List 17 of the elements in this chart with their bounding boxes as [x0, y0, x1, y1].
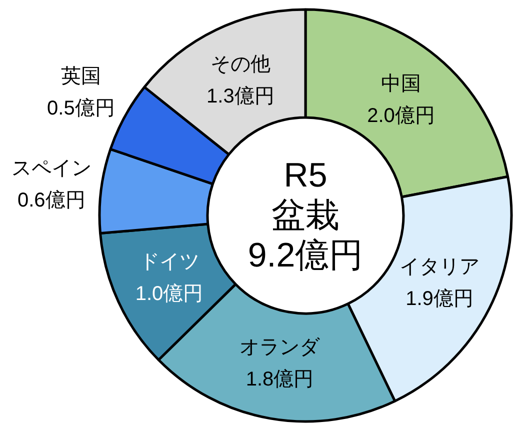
text: R5: [284, 156, 328, 194]
data-label: 1.0億円: [135, 283, 204, 306]
data-label: 0.6億円: [17, 190, 86, 212]
data-label: 1.9億円: [406, 288, 474, 310]
slice-label: その他: [210, 53, 270, 76]
data-label: 0.5億円: [47, 98, 115, 120]
slice-label: 英国: [60, 66, 101, 88]
text: 盆栽: [272, 196, 340, 234]
slice-label: ドイツ: [139, 251, 200, 274]
slice-label: 中国: [381, 72, 422, 95]
text: 9.2億円: [248, 236, 364, 274]
data-label: 2.0億円: [367, 104, 435, 127]
data-label: 1.8億円: [246, 368, 314, 390]
slice-label: スペイン: [11, 158, 92, 180]
slice-label: イタリア: [400, 256, 480, 278]
slice-label: オランダ: [240, 336, 321, 358]
data-label: 1.3億円: [206, 85, 274, 108]
